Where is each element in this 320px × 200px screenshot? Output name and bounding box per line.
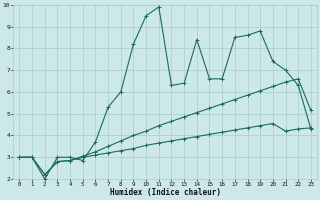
X-axis label: Humidex (Indice chaleur): Humidex (Indice chaleur) (110, 188, 220, 197)
